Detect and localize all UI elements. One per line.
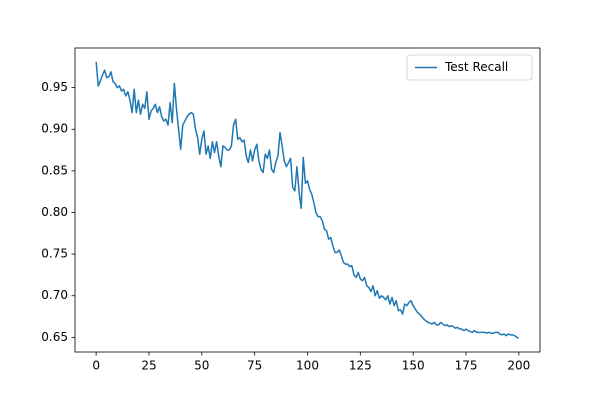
- x-tick-label: 150: [402, 359, 425, 373]
- x-tick-label: 75: [247, 359, 262, 373]
- x-tick-label: 25: [141, 359, 156, 373]
- x-tick-label: 125: [349, 359, 372, 373]
- x-tick-label: 175: [455, 359, 478, 373]
- y-tick-label: 0.90: [41, 122, 68, 136]
- y-tick-label: 0.75: [41, 247, 68, 261]
- legend-label: Test Recall: [444, 60, 508, 74]
- line: [95, 61, 520, 339]
- x-tick-label: 200: [507, 359, 530, 373]
- x-tick-label: 100: [296, 359, 319, 373]
- y-tick-label: 0.65: [41, 330, 68, 344]
- x-tick-label: 50: [194, 359, 209, 373]
- legend-box: [406, 54, 533, 81]
- y-tick-label: 0.95: [41, 80, 68, 94]
- y-tick-label: 0.70: [41, 288, 68, 302]
- axes-frame: [74, 47, 541, 353]
- y-tick-label: 0.80: [41, 205, 68, 219]
- x-tick-label: 0: [92, 359, 100, 373]
- y-tick-label: 0.85: [41, 163, 68, 177]
